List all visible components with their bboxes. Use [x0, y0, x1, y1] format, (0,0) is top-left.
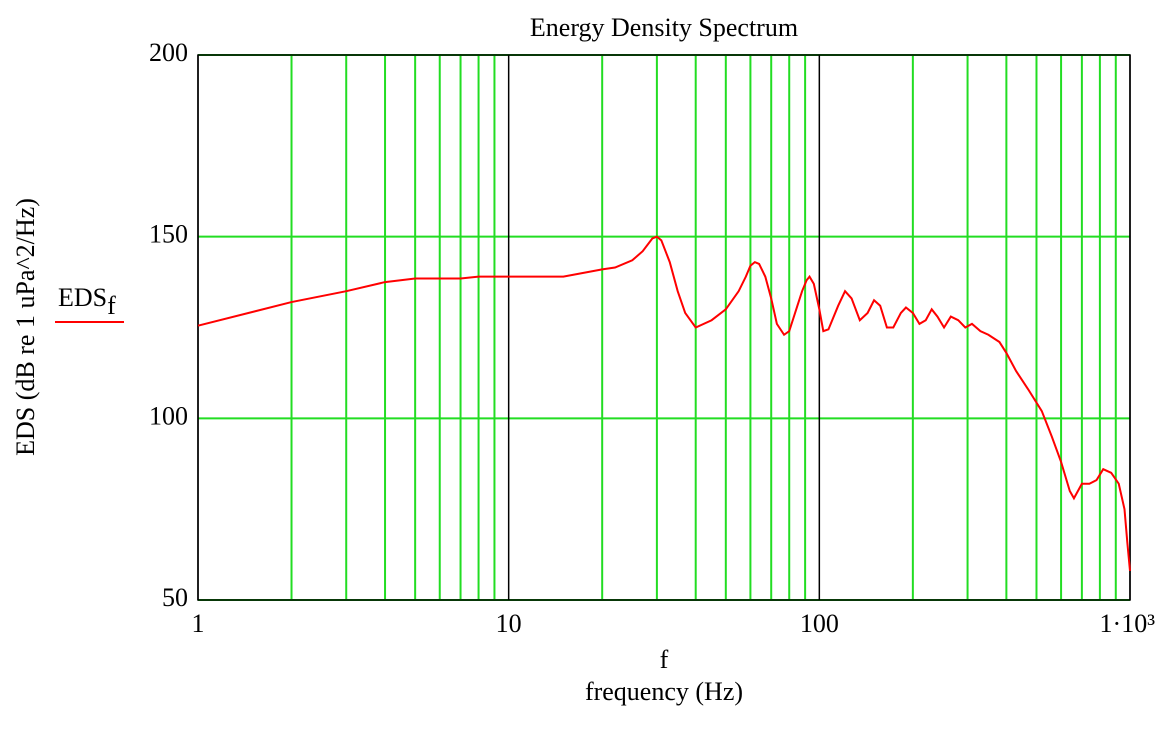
y-tick-label: 150: [149, 220, 188, 249]
data-line: [197, 235, 1131, 572]
x-axis-label: f: [660, 645, 669, 674]
x-tick-label: 10: [496, 609, 522, 638]
x-axis-sublabel: frequency (Hz): [585, 677, 743, 706]
y-tick-label: 100: [149, 401, 188, 430]
y-tick-label: 200: [149, 38, 188, 67]
chart-title: Energy Density Spectrum: [530, 13, 798, 42]
y-tick-label: 50: [162, 583, 188, 612]
x-tick-label: 100: [800, 609, 839, 638]
legend-label: EDSf: [58, 283, 116, 320]
x-tick-label: 1: [192, 609, 205, 638]
plot-border: [197, 54, 1131, 601]
x-tick-label: 1·10³: [1100, 609, 1156, 638]
y-axis-label: EDS (dB re 1 uPa^2/Hz): [11, 198, 40, 456]
